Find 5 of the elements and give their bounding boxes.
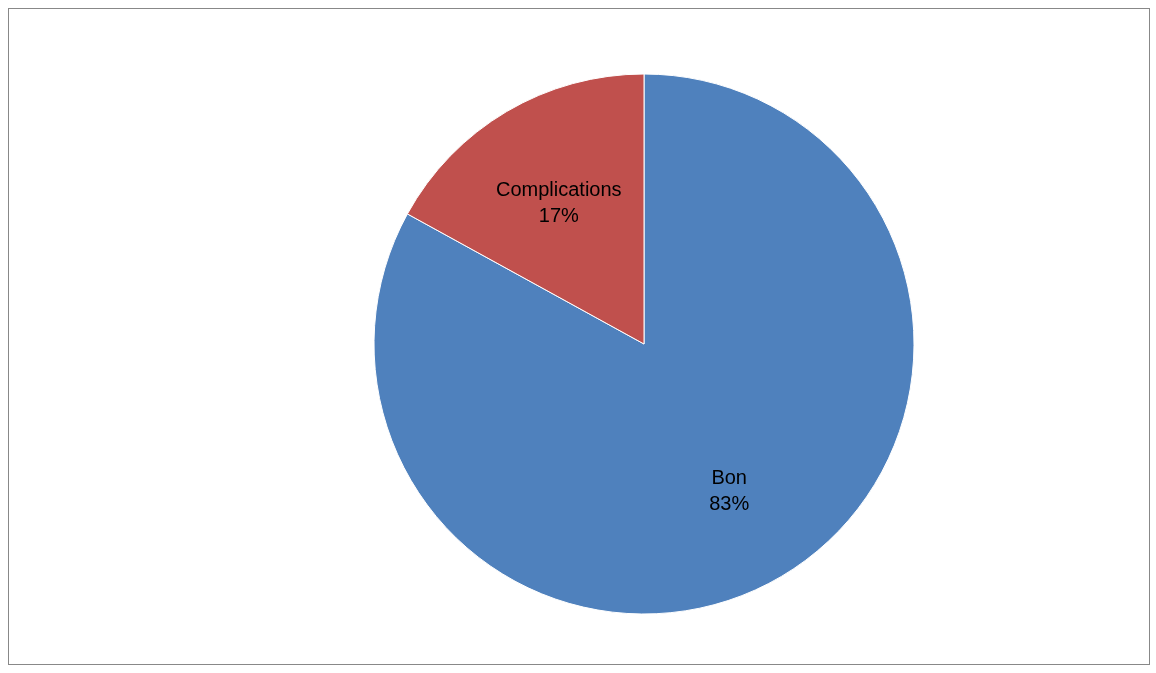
data-label: 83% [709, 492, 750, 515]
slice-label: Complications [495, 177, 622, 200]
pie-slice [373, 73, 915, 615]
slice-label: Bon [711, 466, 748, 489]
data-label: 17% [538, 203, 580, 226]
